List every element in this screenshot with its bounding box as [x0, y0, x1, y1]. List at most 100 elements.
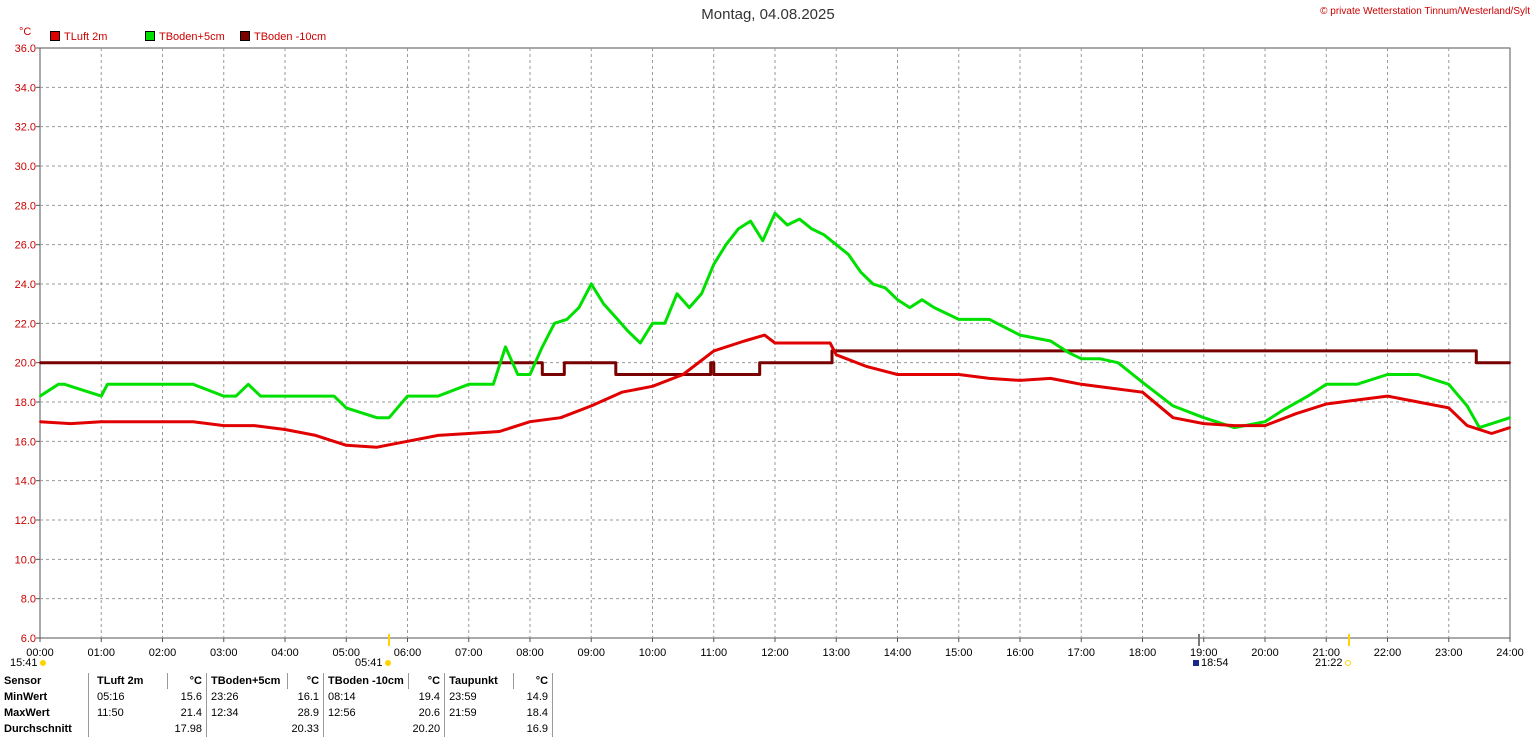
stats-row-min: MinWert 05:16 15.6 23:26 16.1 08:14 19.4…	[0, 689, 554, 705]
stats-value-tluft: 17.98	[167, 721, 207, 737]
data-point-series-2	[563, 361, 566, 364]
data-point-series-2	[541, 361, 544, 364]
data-point-series-0	[743, 340, 746, 342]
data-point-series-1	[333, 395, 335, 398]
x-tick-label: 10:00	[639, 647, 667, 659]
data-point-series-0	[792, 342, 795, 344]
stats-time-tboden10: 08:14	[328, 691, 356, 703]
data-point-series-1	[222, 395, 225, 398]
stats-row-label: MinWert	[0, 689, 89, 705]
stats-value-tluft: 21.4	[167, 705, 207, 721]
data-point-series-0	[345, 444, 348, 447]
data-point-series-0	[896, 373, 899, 376]
data-point-series-1	[1325, 383, 1328, 386]
stats-time-taupunkt: 23:59	[449, 691, 477, 703]
y-axis-ticks: 6.0 8.0 10.0 12.0 14.0 16.0 18.0 20.0 22.0 24.0 26…	[15, 43, 40, 645]
x-tick-label: 15:00	[945, 647, 973, 659]
data-point-series-1	[614, 316, 617, 319]
chart-title: Montag, 04.08.2025	[701, 6, 835, 23]
y-tick-label: 32.0	[15, 122, 36, 134]
data-point-series-1	[39, 395, 41, 398]
x-tick-label: 24:00	[1496, 647, 1524, 659]
y-tick-label: 34.0	[15, 82, 36, 94]
stats-header-row: Sensor TLuft 2m °C TBoden+5cm °C TBoden …	[0, 673, 554, 689]
legend-item-tboden5: TBoden+5cm	[145, 31, 225, 43]
data-point-series-1	[553, 322, 556, 325]
data-point-series-0	[559, 416, 562, 419]
data-point-series-1	[663, 322, 666, 325]
legend-label-tboden5: TBoden+5cm	[159, 31, 225, 43]
data-point-series-1	[106, 383, 109, 386]
data-point-series-0	[192, 420, 195, 423]
data-point-series-0	[375, 446, 378, 449]
data-point-series-1	[375, 416, 378, 419]
marker-sunrise: 05:41	[355, 657, 391, 669]
data-point-series-1	[247, 383, 250, 386]
data-point-series-1	[235, 395, 237, 398]
data-point-series-0	[1466, 424, 1469, 427]
data-point-series-1	[908, 306, 911, 309]
data-point-series-1	[1141, 381, 1144, 384]
copyright-label: © private Wetterstation Tinnum/Westerlan…	[1320, 6, 1530, 17]
data-point-series-0	[1490, 432, 1493, 435]
data-point-series-1	[565, 318, 568, 321]
data-point-series-1	[639, 342, 642, 344]
data-point-series-1	[1466, 404, 1469, 407]
data-point-series-0	[1110, 387, 1113, 390]
y-tick-label: 10.0	[15, 554, 36, 566]
data-point-series-0	[957, 373, 960, 376]
sunrise-icon	[384, 660, 391, 666]
y-tick-label: 8.0	[21, 594, 36, 606]
data-point-series-2	[39, 361, 41, 364]
legend-item-tboden10: TBoden -10cm	[240, 31, 326, 43]
x-axis-ticks: 00:00 01:00 02:00 03:00 04:00 05:00 06:00 07:00…	[26, 638, 1524, 659]
data-point-series-1	[112, 383, 115, 386]
data-point-series-0	[1019, 379, 1021, 382]
data-point-series-1	[688, 306, 691, 309]
data-point-series-0	[1447, 406, 1450, 409]
data-point-series-0	[810, 342, 813, 344]
marker-sunset: 18:54	[1193, 657, 1229, 669]
data-point-series-1	[749, 220, 752, 223]
data-point-series-2	[709, 373, 712, 376]
x-tick-label: 09:00	[577, 647, 605, 659]
stats-row-max: MaxWert 11:50 21.4 12:34 28.9 12:56 20.6…	[0, 705, 554, 721]
data-point-series-1	[872, 283, 874, 285]
data-point-series-1	[774, 212, 776, 215]
x-tick-label: 19:00	[1190, 647, 1218, 659]
data-point-series-1	[786, 224, 789, 226]
y-unit-label: °C	[19, 26, 32, 38]
data-point-series-0	[130, 420, 133, 423]
x-tick-label: 00:00	[26, 647, 54, 659]
data-point-series-1	[516, 373, 519, 376]
data-point-series-1	[1386, 373, 1389, 376]
marker-sunset-time: 18:54	[1201, 657, 1229, 669]
x-tick-label: 05:00	[332, 647, 360, 659]
x-tick-label: 06:00	[394, 647, 422, 659]
stats-table: Sensor TLuft 2m °C TBoden+5cm °C TBoden …	[0, 673, 554, 737]
data-point-series-0	[69, 422, 72, 425]
x-tick-label: 12:00	[761, 647, 789, 659]
series-line-2	[40, 349, 1510, 376]
data-point-series-0	[1049, 377, 1052, 380]
data-point-series-1	[578, 306, 580, 309]
data-point-series-1	[988, 318, 991, 321]
data-point-series-1	[161, 383, 164, 386]
data-point-series-1	[388, 416, 391, 419]
data-point-series-1	[1355, 383, 1358, 386]
marker-left-time: 15:41	[10, 657, 38, 669]
stats-time-tboden10	[324, 721, 409, 737]
data-point-series-1	[1509, 416, 1511, 419]
data-point-series-1	[737, 227, 740, 230]
data-point-series-0	[1202, 422, 1205, 425]
data-point-series-1	[884, 286, 887, 289]
stats-value-tboden5: 16.1	[287, 689, 325, 705]
stats-time-tluft: 05:16	[97, 691, 125, 703]
data-point-series-2	[712, 373, 715, 376]
stats-header-unit2: °C	[287, 673, 325, 689]
data-point-series-1	[467, 383, 470, 386]
data-point-series-0	[467, 432, 470, 435]
data-point-series-1	[1049, 340, 1052, 342]
data-point-series-1	[957, 318, 960, 321]
data-point-series-0	[1233, 424, 1236, 427]
